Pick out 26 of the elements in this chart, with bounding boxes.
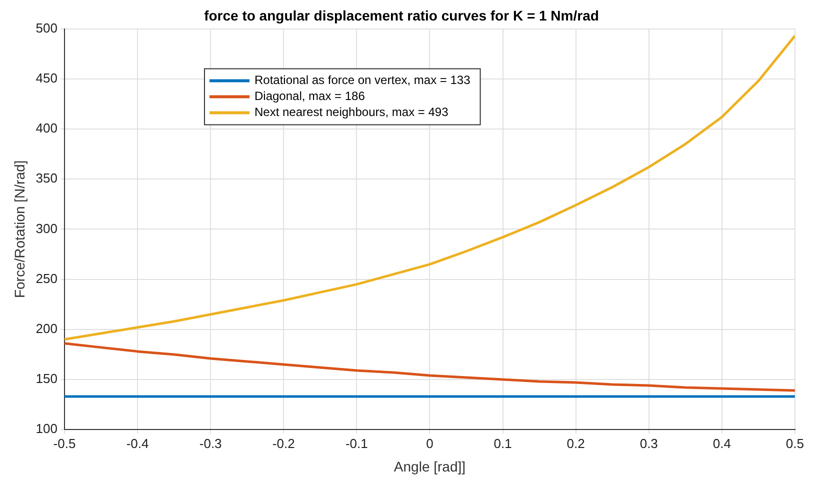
y-tick-label: 400 [36,120,58,136]
x-axis-title: Angle [rad]] [394,458,466,474]
y-tick-label: 300 [36,220,58,236]
x-tick-label: -0.2 [272,436,295,451]
x-tick-label: 0.2 [566,436,585,451]
y-tick-label: 500 [36,20,58,36]
x-tick-label: -0.1 [345,436,368,451]
x-tick-label: -0.5 [53,436,76,451]
x-tick-label: -0.3 [199,436,222,451]
y-tick-label: 250 [36,270,58,286]
legend-label: Rotational as force on vertex, max = 133 [254,73,471,88]
x-tick-label: 0.3 [640,436,658,451]
legend-label: Next nearest neighbours, max = 493 [254,105,449,120]
y-tick-label: 350 [36,170,58,186]
chart-title: force to angular displacement ratio curves for K = 1 Nm/rad [204,7,599,24]
y-tick-label: 150 [36,371,58,386]
y-tick-label: 450 [36,70,58,86]
x-tick-label: 0.5 [786,436,804,451]
y-axis-title: Force/Rotation [N/rad] [11,160,28,298]
x-tick-label: 0 [426,436,434,451]
y-tick-label: 100 [36,421,58,436]
x-tick-label: 0.4 [712,436,731,451]
x-tick-label: 0.1 [494,436,512,451]
y-tick-label: 200 [36,320,58,336]
x-tick-label: -0.4 [126,436,149,451]
legend-label: Diagonal, max = 186 [254,89,366,104]
